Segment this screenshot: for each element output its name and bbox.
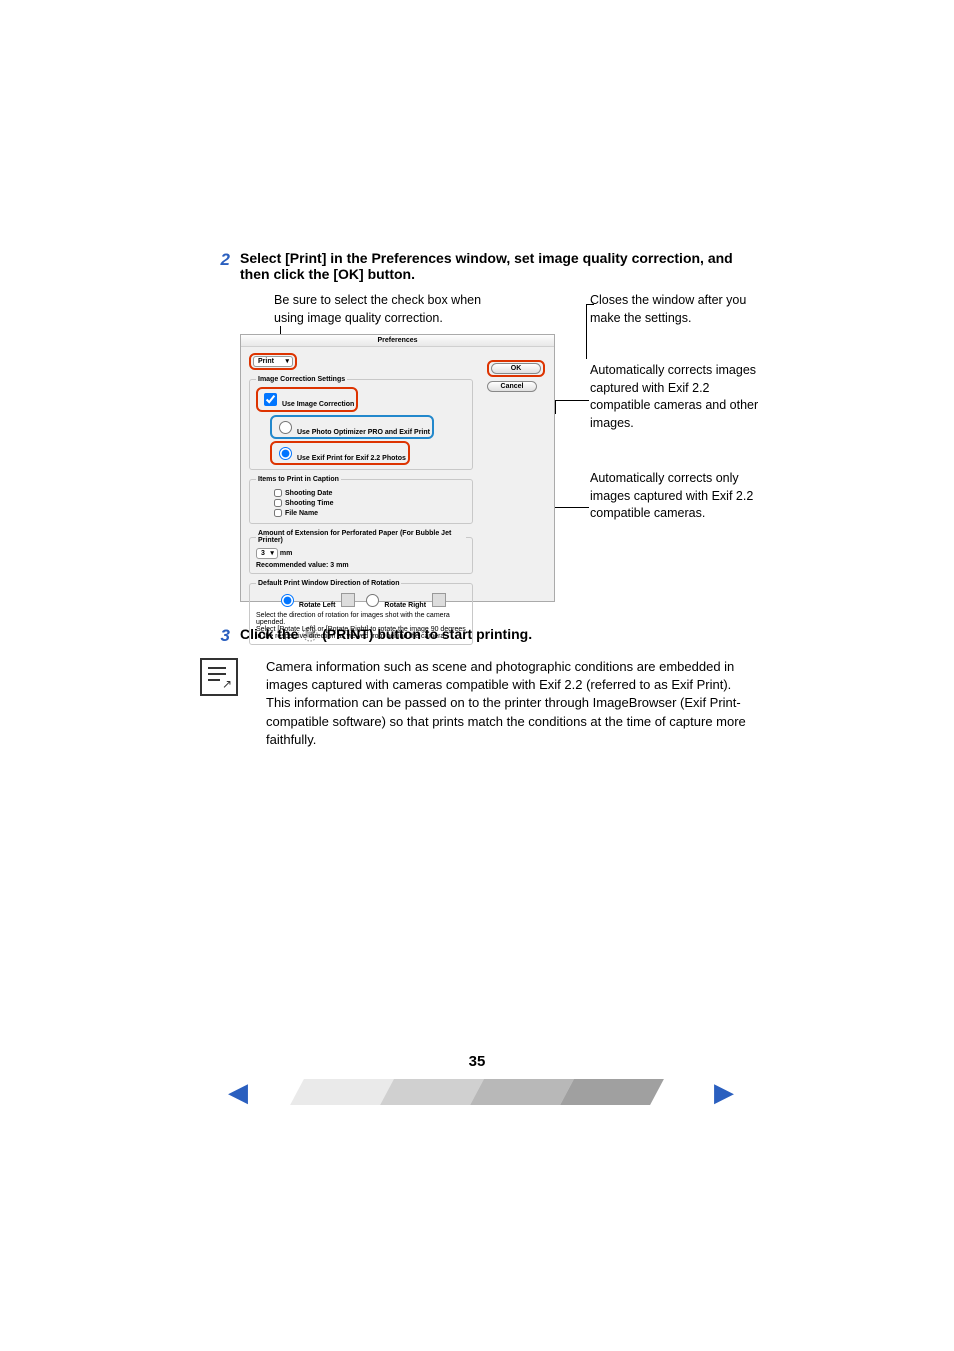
file-name-checkbox[interactable]: File Name bbox=[274, 509, 466, 517]
opt-pro-radio[interactable]: Use Photo Optimizer PRO and Exif Print bbox=[274, 429, 430, 436]
rotate-left-radio[interactable]: Rotate Left bbox=[276, 591, 336, 609]
info-note: ↗ Camera information such as scene and p… bbox=[200, 658, 754, 749]
opt-exif-label: Use Exif Print for Exif 2.2 Photos bbox=[297, 455, 406, 462]
shooting-date-label: Shooting Date bbox=[285, 490, 332, 497]
callout-ok-note: Closes the window after you make the set… bbox=[590, 292, 760, 327]
category-dropdown[interactable]: Print bbox=[253, 356, 293, 367]
print-dropdown-highlight: Print bbox=[249, 353, 297, 370]
step-number-2: 2 bbox=[200, 250, 240, 270]
note-icon: ↗ bbox=[200, 658, 238, 696]
next-page-button[interactable]: ▶ bbox=[714, 1079, 734, 1105]
callout-auto-all: Automatically corrects images captured w… bbox=[590, 362, 760, 432]
leader-line bbox=[555, 400, 556, 414]
note-text: Camera information such as scene and pho… bbox=[266, 658, 754, 749]
rotate-right-icon bbox=[432, 593, 446, 607]
preferences-right-pane: OK Cancel bbox=[481, 347, 546, 599]
shooting-time-label: Shooting Time bbox=[285, 500, 333, 507]
extension-legend: Amount of Extension for Perforated Paper… bbox=[256, 530, 466, 544]
preferences-body: Print Image Correction Settings Use Imag… bbox=[241, 347, 554, 599]
use-image-correction-highlight: Use Image Correction bbox=[256, 387, 358, 412]
preferences-titlebar: Preferences bbox=[241, 335, 554, 347]
callout-checkbox-note: Be sure to select the check box when usi… bbox=[274, 292, 504, 327]
rotate-left-icon bbox=[341, 593, 355, 607]
opt-pro-label: Use Photo Optimizer PRO and Exif Print bbox=[297, 429, 430, 436]
step-number-3: 3 bbox=[200, 626, 240, 646]
opt-exif-radio[interactable]: Use Exif Print for Exif 2.2 Photos bbox=[274, 455, 406, 462]
caption-items-fieldset: Items to Print in Caption Shooting Date … bbox=[249, 476, 473, 524]
caption-items-legend: Items to Print in Caption bbox=[256, 476, 341, 483]
page-content: 2 Select [Print] in the Preferences wind… bbox=[0, 0, 954, 749]
leader-line bbox=[555, 507, 589, 508]
ok-button-highlight: OK bbox=[487, 360, 545, 377]
page-number: 35 bbox=[469, 1053, 486, 1070]
rotation-legend: Default Print Window Direction of Rotati… bbox=[256, 580, 401, 587]
extension-unit: mm bbox=[280, 550, 292, 557]
page-footer: 35 ◀ ▶ bbox=[0, 1049, 954, 1129]
file-name-label: File Name bbox=[285, 510, 318, 517]
preferences-window: Preferences Print Image Correction Setti… bbox=[240, 334, 555, 602]
leader-line bbox=[586, 304, 594, 305]
opt-pro-highlight: Use Photo Optimizer PRO and Exif Print bbox=[270, 415, 434, 439]
rotation-fieldset: Default Print Window Direction of Rotati… bbox=[249, 580, 473, 645]
extension-recommended: Recommended value: 3 mm bbox=[256, 562, 466, 569]
callout-auto-exif: Automatically corrects only images captu… bbox=[590, 470, 770, 523]
figure-area: Be sure to select the check box when usi… bbox=[240, 292, 795, 612]
image-correction-legend: Image Correction Settings bbox=[256, 376, 347, 383]
leader-line bbox=[586, 304, 587, 359]
step-2-heading: Select [Print] in the Preferences window… bbox=[240, 250, 754, 282]
image-correction-fieldset: Image Correction Settings Use Image Corr… bbox=[249, 376, 473, 470]
opt-exif-highlight: Use Exif Print for Exif 2.2 Photos bbox=[270, 441, 410, 465]
rotate-left-label: Rotate Left bbox=[299, 602, 336, 609]
shooting-date-checkbox[interactable]: Shooting Date bbox=[274, 489, 466, 497]
step-2: 2 Select [Print] in the Preferences wind… bbox=[200, 250, 754, 282]
use-image-correction-checkbox[interactable]: Use Image Correction bbox=[260, 401, 354, 408]
preferences-left-pane: Print Image Correction Settings Use Imag… bbox=[241, 347, 481, 599]
prev-page-button[interactable]: ◀ bbox=[228, 1079, 248, 1105]
rotate-right-radio[interactable]: Rotate Right bbox=[361, 591, 426, 609]
rotate-right-label: Rotate Right bbox=[384, 602, 426, 609]
shooting-time-checkbox[interactable]: Shooting Time bbox=[274, 499, 466, 507]
rotation-help-1: Select the direction of rotation for ima… bbox=[256, 612, 466, 626]
leader-line bbox=[555, 400, 589, 401]
ok-button[interactable]: OK bbox=[491, 363, 541, 374]
extension-value-input[interactable]: 3 bbox=[256, 548, 278, 559]
use-image-correction-label: Use Image Correction bbox=[282, 401, 354, 408]
extension-fieldset: Amount of Extension for Perforated Paper… bbox=[249, 530, 473, 574]
cancel-button[interactable]: Cancel bbox=[487, 381, 537, 392]
footer-stripe bbox=[290, 1079, 664, 1105]
rotation-help-2: Select [Rotate Left] or [Rotate Right] t… bbox=[256, 626, 466, 640]
